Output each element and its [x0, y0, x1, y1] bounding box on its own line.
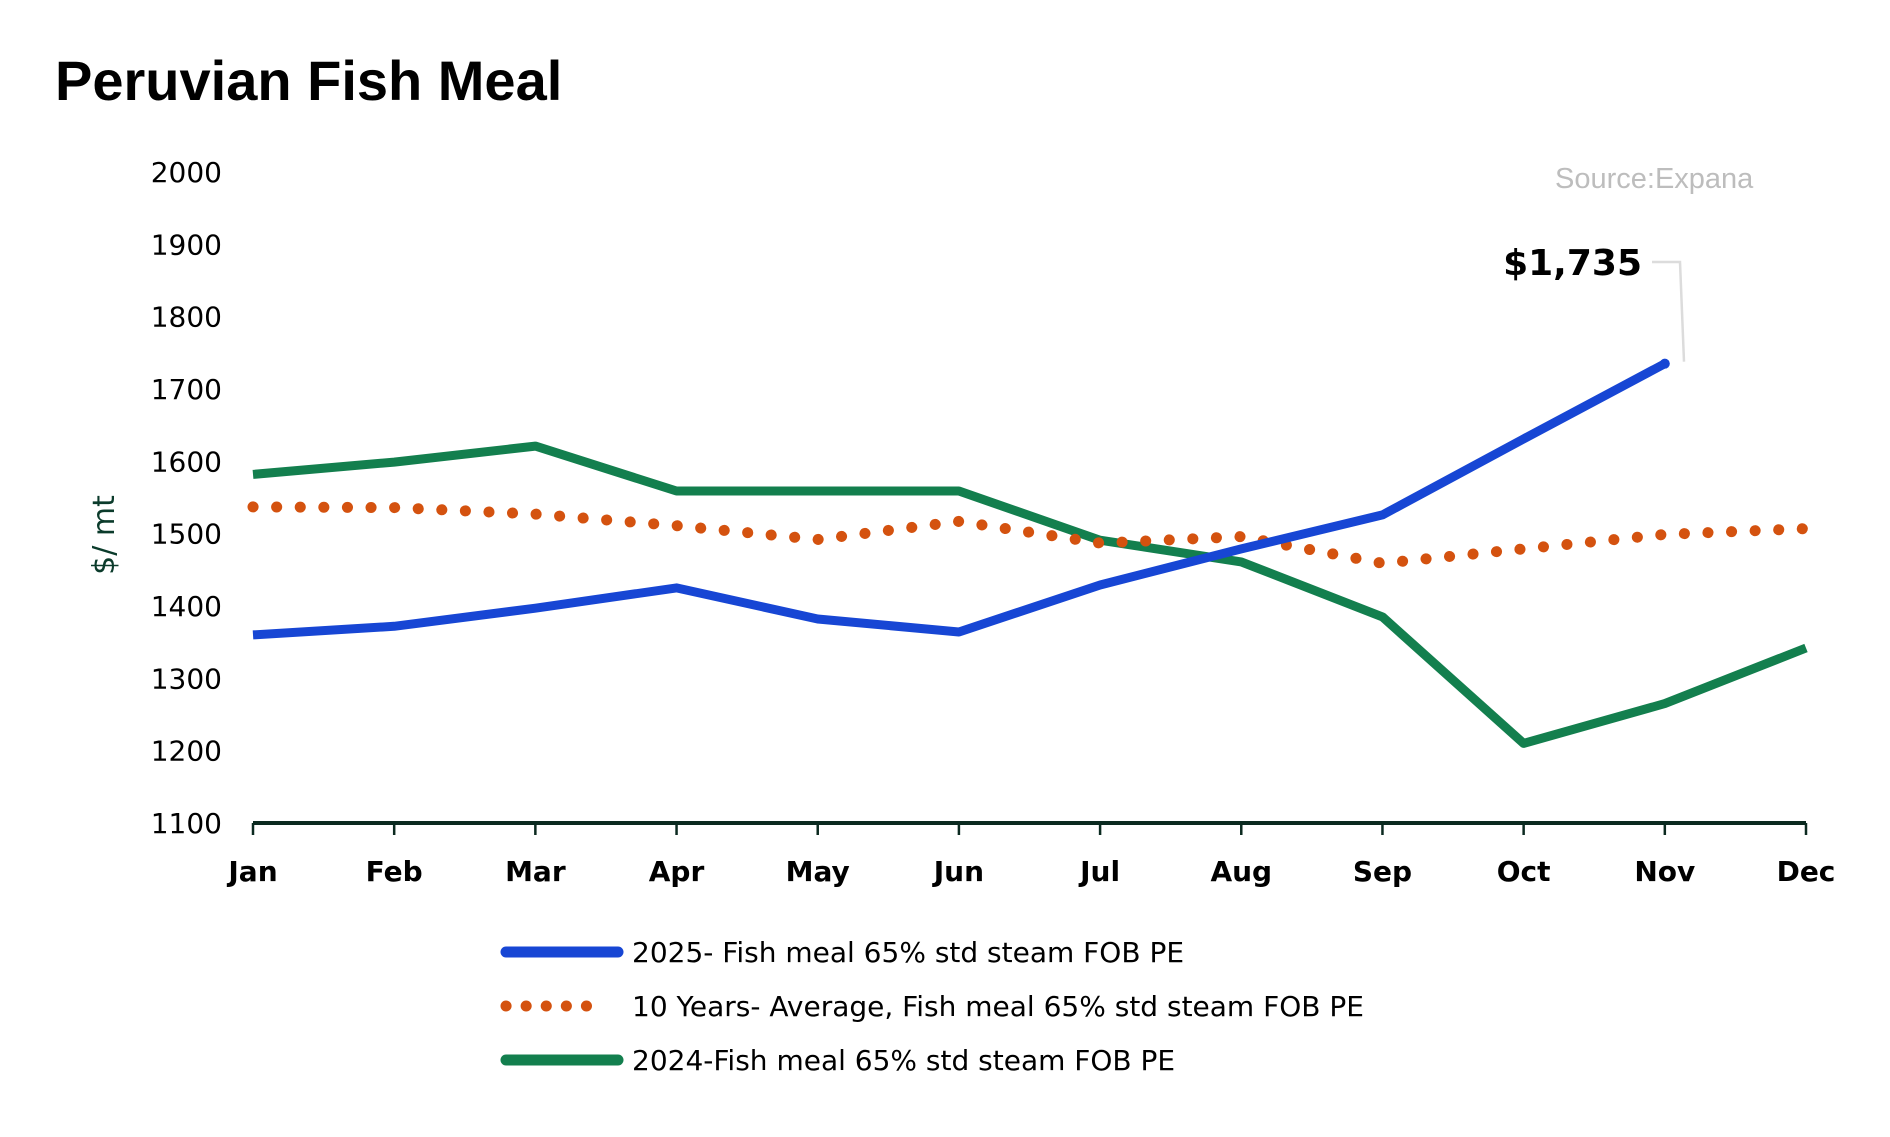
annotation-leader-line [1652, 260, 1686, 362]
x-tick-label: Aug [1210, 855, 1272, 888]
annotation-point [1659, 358, 1670, 369]
y-tick-label: 1700 [151, 373, 222, 406]
x-tick-label: Feb [366, 855, 423, 888]
y-tick-label: 1500 [151, 518, 222, 551]
annotation-label: $1,735 [1503, 243, 1642, 284]
x-tick-label: Sep [1353, 855, 1412, 888]
legend-item: 10 Years- Average, Fish meal 65% std ste… [500, 990, 1364, 1023]
y-tick-label: 1300 [151, 662, 222, 695]
chart-title: Peruvian Fish Meal [55, 49, 562, 112]
x-axis: Jan Feb Mar Apr May Jun Jul Aug Sep Oct Nov Dec [226, 821, 1836, 888]
legend-item: 2024-Fish meal 65% std steam FOB PE [500, 1044, 1175, 1077]
y-axis-label: $/ mt [87, 495, 122, 575]
series-line-0 [252, 359, 1667, 640]
series-line-1 [247, 501, 1812, 569]
legend-label: 2025- Fish meal 65% std steam FOB PE [632, 936, 1184, 969]
y-tick-label: 1200 [151, 735, 222, 768]
legend: 2025- Fish meal 65% std steam FOB PE 10 Y… [500, 936, 1364, 1077]
source-label: Source:Expana [1555, 163, 1754, 195]
x-tick-label: Jan [226, 855, 277, 888]
x-tick-label: Mar [505, 855, 566, 888]
x-tick-label: Oct [1497, 855, 1551, 888]
x-tick-label: Dec [1777, 855, 1836, 888]
x-tick-label: Nov [1634, 855, 1695, 888]
legend-item: 2025- Fish meal 65% std steam FOB PE [500, 936, 1184, 969]
x-tick-label: Jun [932, 855, 984, 888]
annotation-layer: $1,735 [1503, 243, 1686, 369]
series-layer [247, 359, 1812, 748]
y-tick-label: 1600 [151, 445, 222, 478]
series-line-2 [252, 441, 1808, 748]
x-tick-label: May [786, 855, 850, 888]
y-tick-label: 1400 [151, 590, 222, 623]
y-axis-ticks: 1100 1200 1300 1400 1500 1600 1700 1800 1900 2000 [151, 156, 222, 840]
y-tick-label: 2000 [151, 156, 222, 189]
legend-label: 2024-Fish meal 65% std steam FOB PE [632, 1044, 1175, 1077]
y-tick-label: 1800 [151, 301, 222, 334]
legend-label: 10 Years- Average, Fish meal 65% std ste… [632, 990, 1364, 1023]
x-tick-label: Jul [1078, 855, 1120, 888]
y-tick-label: 1100 [151, 807, 222, 840]
y-tick-label: 1900 [151, 228, 222, 261]
x-tick-label: Apr [649, 855, 705, 888]
